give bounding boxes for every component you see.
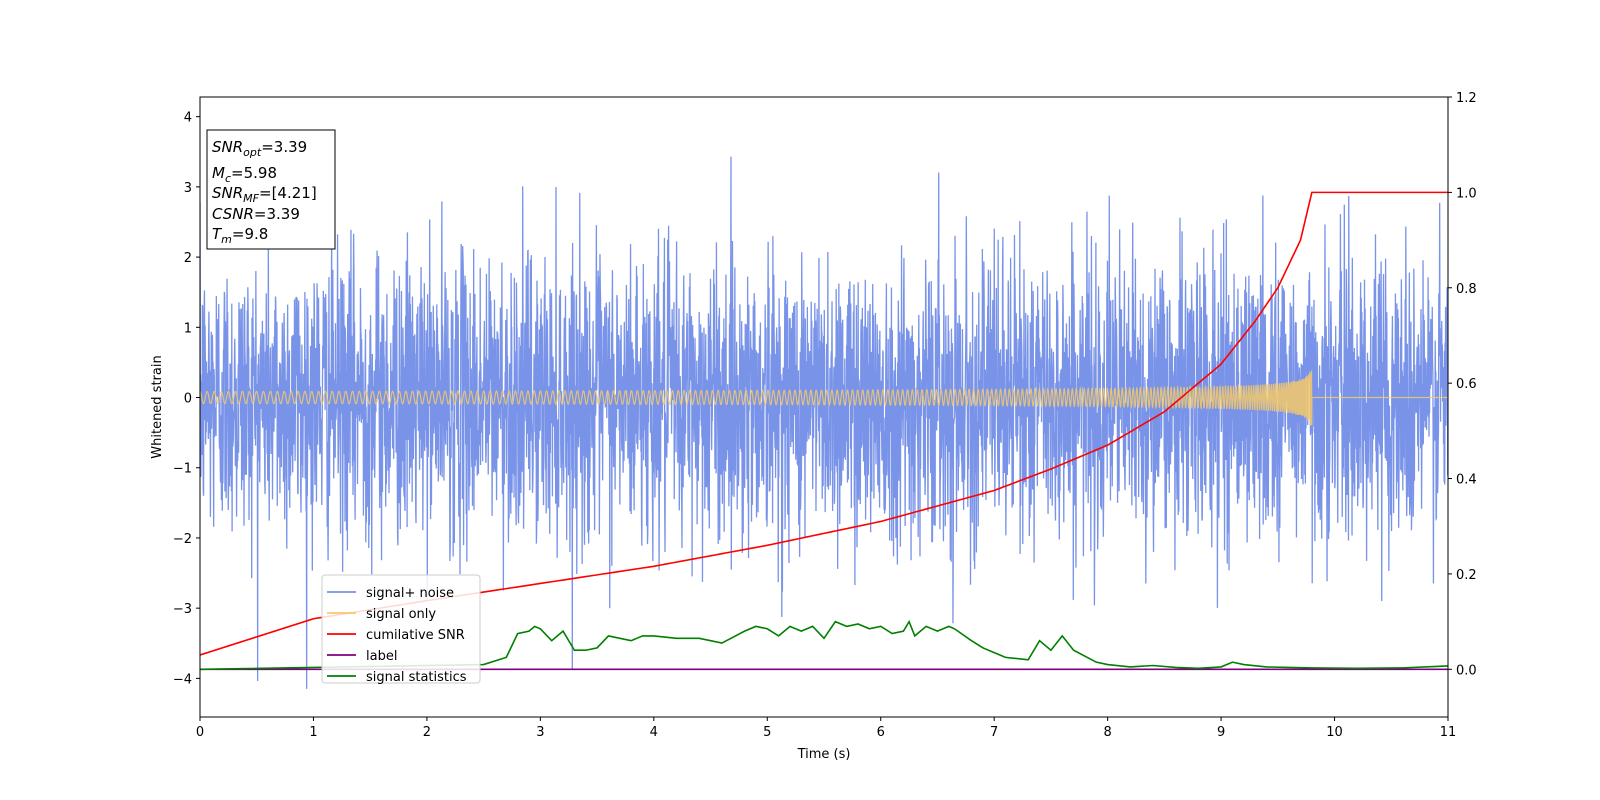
y2-tick-label: 0.0 [1456, 663, 1477, 678]
x-tick-label: 7 [990, 725, 998, 740]
annotation-line: Mc=5.98 [212, 164, 277, 185]
y2-tick-label: 1.2 [1456, 91, 1477, 106]
x-tick-label: 2 [423, 725, 431, 740]
legend-label: cumilative SNR [366, 628, 465, 643]
x-tick-label: 0 [196, 725, 204, 740]
legend-label: signal+ noise [366, 586, 454, 601]
y-tick-label: −2 [173, 532, 192, 547]
cumulative-snr-line [200, 191, 1448, 656]
legend-item-label: label [327, 649, 397, 664]
annotation-line: Tm=9.8 [212, 225, 268, 246]
x-tick-label: 4 [650, 725, 658, 740]
x-axis-label: Time (s) [797, 747, 851, 762]
legend-label: label [366, 649, 397, 664]
legend-item-signal-statistics: signal statistics [327, 670, 467, 685]
annotation-line: CSNR=3.39 [212, 205, 300, 223]
y2-tick-label: 0.6 [1456, 377, 1477, 392]
y2-tick-label: 0.4 [1456, 473, 1477, 488]
y2-tick-label: 0.2 [1456, 568, 1477, 583]
legend-label: signal only [366, 607, 436, 622]
y-tick-label: 2 [184, 251, 192, 266]
legend: signal+ noise signal only cumilative SNR la… [321, 574, 481, 685]
x-tick-label: 8 [1103, 725, 1111, 740]
x-axis: 0 1 2 3 4 5 6 7 8 9 10 11 [196, 717, 1456, 740]
legend-item-signal-noise: signal+ noise [327, 586, 454, 601]
signal-only-line [200, 370, 1448, 426]
signal-statistics-line [200, 619, 1448, 671]
y-axis-left: −4 −3 −2 −1 0 1 2 3 4 [173, 111, 200, 687]
plot-frame [199, 96, 1449, 718]
x-tick-label: 9 [1217, 725, 1225, 740]
y-tick-label: 4 [184, 111, 192, 126]
signal-only-series [200, 370, 1448, 426]
legend-label: signal statistics [366, 670, 467, 685]
y2-tick-label: 1.0 [1456, 186, 1477, 201]
annotation-line: SNRMF=[4.21] [212, 184, 317, 205]
x-tick-label: 6 [877, 725, 885, 740]
annotation-line: SNRopt=3.39 [212, 138, 307, 159]
y-tick-label: −3 [173, 602, 192, 617]
y-tick-label: 0 [184, 392, 192, 407]
y-tick-label: 3 [184, 181, 192, 196]
x-tick-label: 10 [1326, 725, 1343, 740]
y2-tick-label: 0.8 [1456, 282, 1477, 297]
legend-item-cumulative-snr: cumilative SNR [327, 628, 465, 643]
x-tick-label: 11 [1440, 725, 1457, 740]
y-axis-label: Whitened strain [150, 355, 165, 458]
x-tick-label: 1 [309, 725, 317, 740]
y-tick-label: −1 [173, 462, 192, 477]
x-tick-label: 5 [763, 725, 771, 740]
legend-item-signal-only: signal only [327, 607, 436, 622]
y-tick-label: −4 [173, 672, 192, 687]
y-tick-label: 1 [184, 321, 192, 336]
y-axis-right: 0.0 0.2 0.4 0.6 0.8 1.0 1.2 [1448, 91, 1477, 678]
x-tick-label: 3 [536, 725, 544, 740]
